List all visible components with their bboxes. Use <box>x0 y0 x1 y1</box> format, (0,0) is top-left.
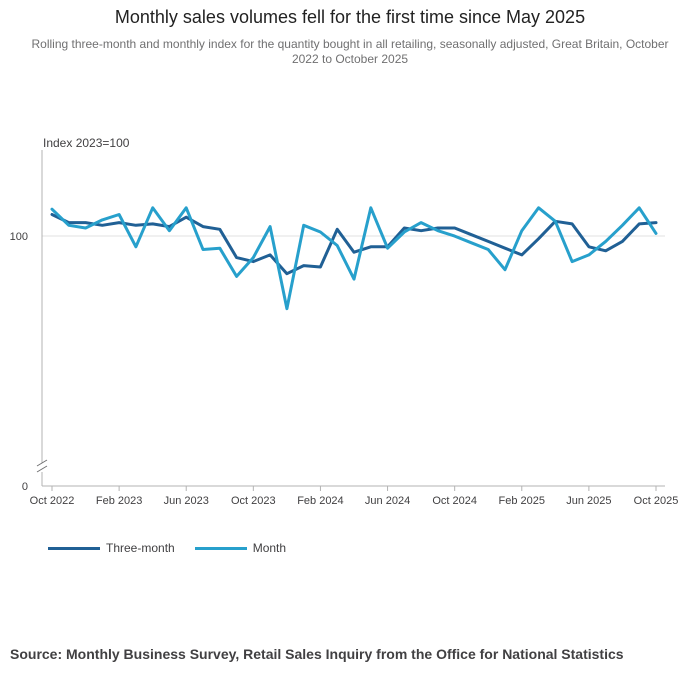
line-chart: Index 2023=100 100 0 Oct 2022 Feb 2023 Jun 2… <box>10 136 679 507</box>
legend-item-three-month[interactable]: Three-month <box>48 541 175 555</box>
chart-subtitle: Rolling three-month and monthly index fo… <box>31 37 669 66</box>
chart-title: Monthly sales volumes fell for the first… <box>114 7 586 27</box>
x-tick-label: Oct 2025 <box>634 495 679 507</box>
axis-break-mark <box>36 459 48 467</box>
x-tick-label: Jun 2025 <box>566 495 611 507</box>
y-tick-label: 0 <box>22 481 28 493</box>
x-tick-label: Oct 2023 <box>231 495 276 507</box>
series-line-month <box>50 206 658 311</box>
x-tick-label: Jun 2023 <box>164 495 209 507</box>
legend-swatch-three-month <box>48 546 100 550</box>
x-tick-label: Feb 2025 <box>499 495 545 507</box>
legend-item-month[interactable]: Month <box>194 541 287 555</box>
axis-break-mark <box>36 465 48 473</box>
x-tick-label: Oct 2024 <box>432 495 477 507</box>
legend-swatch-month <box>194 546 247 550</box>
x-tick-label: Jun 2024 <box>365 495 410 507</box>
x-tick-label: Oct 2022 <box>30 495 75 507</box>
y-axis-label: Index 2023=100 <box>43 136 130 150</box>
chart-legend: Three-month Month <box>48 541 306 555</box>
legend-label-three-month: Three-month <box>106 541 175 555</box>
source-note: Source: Monthly Business Survey, Retail … <box>10 646 624 662</box>
x-tick-label: Feb 2023 <box>96 495 142 507</box>
legend-label-month: Month <box>252 541 287 555</box>
x-tick-label: Feb 2024 <box>297 495 343 507</box>
y-tick-label: 100 <box>10 231 28 243</box>
